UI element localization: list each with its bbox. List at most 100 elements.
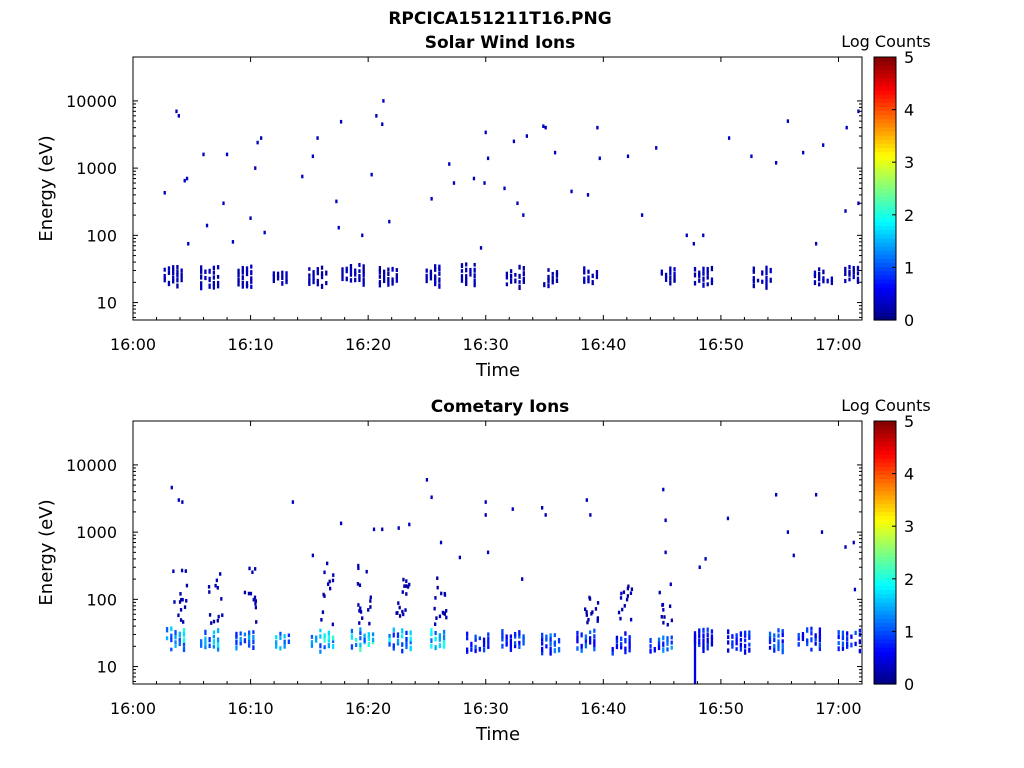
data-cell [518, 264, 521, 270]
data-cell [797, 637, 800, 641]
data-cell [408, 582, 411, 587]
data-cell [356, 582, 360, 586]
data-cell [354, 637, 358, 642]
data-cell [541, 650, 544, 656]
data-cell [505, 282, 509, 287]
data-cell [172, 569, 175, 574]
data-cluster [611, 631, 631, 656]
data-cell [487, 645, 490, 649]
data-cell [247, 643, 251, 648]
colorbar-segment [874, 139, 896, 144]
colorbar-tick-label: 2 [904, 570, 914, 589]
data-cell [180, 568, 184, 573]
data-cell [434, 636, 437, 642]
colorbar-segment [874, 622, 896, 628]
data-cell [473, 279, 476, 285]
data-cell [204, 640, 207, 647]
data-cluster [576, 628, 596, 653]
data-cell [325, 281, 328, 286]
colorbar-segment [874, 453, 896, 459]
data-cell [285, 276, 288, 282]
data-cell [666, 640, 669, 646]
data-cell [170, 636, 173, 643]
data-cell [388, 633, 391, 638]
data-point [486, 156, 490, 161]
data-cell [308, 267, 311, 271]
data-cell [706, 266, 709, 273]
data-cell [777, 642, 780, 648]
data-cell [465, 262, 468, 267]
data-point [472, 176, 476, 181]
data-point [596, 125, 599, 130]
data-cell [593, 628, 596, 633]
data-cell [371, 632, 375, 637]
data-cell [320, 618, 323, 622]
data-cell [212, 275, 216, 280]
data-cell [332, 573, 335, 577]
data-cell [283, 634, 286, 639]
colorbar-segment [874, 470, 896, 476]
data-point [822, 143, 825, 147]
data-cell [357, 603, 360, 607]
data-cell [387, 267, 390, 272]
data-cell [649, 637, 652, 644]
data-cell [662, 608, 665, 612]
data-cell [657, 644, 661, 651]
data-cell [735, 640, 738, 646]
data-cell [176, 273, 179, 278]
data-cell [583, 270, 586, 275]
data-cell [367, 642, 370, 647]
data-cell [245, 281, 249, 287]
data-cell [698, 278, 701, 283]
data-cluster [200, 265, 220, 291]
data-cell [693, 280, 697, 286]
data-cell [163, 267, 166, 272]
data-cell [283, 639, 286, 645]
data-cell [182, 646, 186, 653]
data-cell [326, 582, 330, 586]
data-cell [252, 597, 255, 602]
data-cell [248, 566, 251, 571]
data-cell [349, 268, 353, 274]
data-point [430, 196, 433, 201]
data-cell [482, 637, 486, 643]
data-cell [624, 646, 627, 651]
data-cell [254, 605, 258, 610]
data-point [664, 518, 667, 523]
data-cell [670, 640, 673, 645]
data-cluster [813, 267, 834, 287]
data-cell [204, 629, 207, 636]
data-cell [706, 646, 709, 651]
data-cell [710, 265, 714, 272]
data-cell [624, 638, 627, 644]
data-cell [848, 277, 851, 282]
data-cell [611, 651, 614, 656]
data-point [544, 125, 547, 130]
data-cell [698, 642, 701, 648]
data-cell [735, 637, 738, 643]
data-cell [378, 266, 382, 271]
data-cell [673, 267, 676, 271]
data-stack [617, 584, 634, 622]
data-cluster [543, 268, 559, 289]
data-cell [349, 278, 353, 283]
chart-panel-1: 16:00 16:10 16:20 16:30 16:40 16:50 17:0010100… [36, 32, 931, 381]
colorbar-segment [874, 499, 896, 504]
data-cell [438, 614, 442, 619]
data-point [361, 233, 364, 238]
data-cell [434, 274, 437, 280]
data-point [170, 485, 173, 490]
data-cell [363, 637, 366, 643]
data-cell [409, 630, 412, 636]
data-cell [320, 265, 324, 270]
data-cell [818, 267, 821, 272]
data-cell [429, 269, 433, 276]
data-cell [179, 608, 183, 612]
data-cell [818, 632, 822, 638]
data-cell [345, 266, 348, 272]
data-cell [369, 605, 372, 609]
data-cell [409, 639, 412, 645]
colorbar-segment [874, 126, 896, 132]
data-cell [178, 637, 181, 642]
data-cell [551, 271, 554, 276]
